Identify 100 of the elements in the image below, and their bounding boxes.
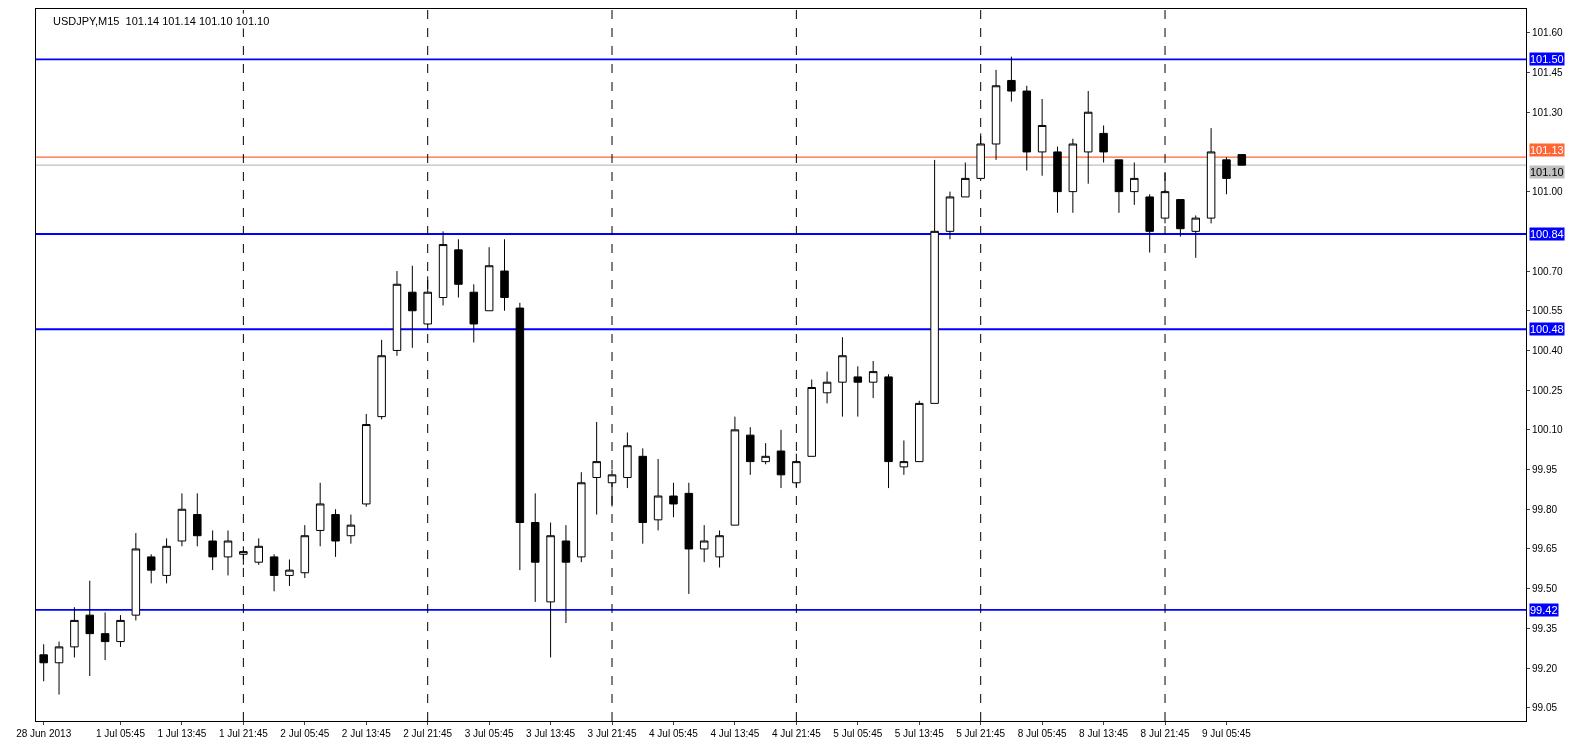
candlestick [577,471,586,563]
candlestick [653,458,663,531]
x-tick-label: 5 Jul 13:45 [894,728,945,739]
candlestick [285,559,294,587]
candlestick [914,400,924,463]
candlestick [961,162,970,198]
ref-line-label: 100.84 [1530,228,1564,240]
candlestick [392,270,402,357]
candlestick [1191,214,1201,259]
candlestick [39,643,48,682]
candlestick [1007,56,1016,103]
x-tick-label: 4 Jul 21:45 [771,728,822,739]
x-tick-label: 5 Jul 21:45 [956,728,1006,739]
candlestick [868,360,878,399]
x-tick-label: 3 Jul 13:45 [526,728,576,739]
x-tick-label: 9 Jul 05:45 [1201,728,1252,739]
candlestick [838,336,847,418]
candlestick [1222,156,1231,195]
candlestick [70,606,79,658]
candlestick [500,238,509,312]
candlestick [1037,98,1047,177]
y-tick-label: 100.40 [1532,344,1564,356]
candlestick [423,275,432,330]
y-tick-label: 100.70 [1532,265,1564,277]
candlestick [361,413,371,508]
candlestick [945,191,955,240]
candlestick [438,230,448,306]
candlestick [54,641,64,696]
candlestick [807,379,816,457]
candlestick [331,508,340,558]
candlestick [100,611,110,661]
candlestick [623,431,632,489]
y-tick-label: 99.65 [1532,543,1558,555]
text: USDJPY,M15 101.14 101.14 101.10 101.10 [53,15,270,27]
candlestick [300,524,310,579]
candlestick [315,482,325,547]
candlestick [162,537,171,584]
candlestick [1053,146,1062,214]
candlestick [515,302,525,571]
candlestick [776,429,786,489]
candlestick [761,442,770,465]
candlestick [146,553,156,584]
y-tick-label: 99.95 [1532,464,1558,476]
candlestick [1083,90,1093,185]
x-tick-label: 5 Jul 05:45 [833,728,883,739]
y-tick-label: 99.35 [1532,622,1558,634]
candlestick [884,373,893,489]
candlestick [592,421,601,516]
candlestick [684,482,694,595]
y-tick-label: 101.60 [1532,27,1564,39]
candlestick [254,537,263,566]
candlestick [408,265,417,349]
x-tick-label: 4 Jul 05:45 [649,728,699,739]
ref-line-label: 100.48 [1530,323,1564,335]
x-tick-label: 2 Jul 21:45 [403,728,453,739]
y-tick-label: 100.55 [1532,305,1564,317]
candlestick [792,453,801,489]
y-tick-label: 101.00 [1532,186,1564,198]
candlestick [116,614,125,648]
x-tick-label: 8 Jul 05:45 [1017,728,1068,739]
candlestick [638,447,648,545]
candlestick [377,339,386,420]
candlestick [822,371,832,404]
candlestick [930,159,939,404]
x-tick-label: 3 Jul 21:45 [587,728,637,739]
candlestick [1237,154,1247,166]
candlestick [177,492,187,547]
candlestick [730,416,740,526]
x-tick-label: 1 Jul 05:45 [96,728,146,739]
x-tick-label: 2 Jul 13:45 [341,728,392,739]
ref-line-label: 101.13 [1530,144,1564,156]
candlestick [1022,85,1032,171]
candlestick [1099,124,1108,164]
y-tick-label: 99.20 [1532,662,1558,674]
x-tick-label: 8 Jul 13:45 [1079,728,1129,739]
y-tick-label: 101.30 [1532,106,1564,118]
candlestick [454,238,463,299]
candlestick [699,524,709,563]
candlestick [85,580,95,677]
x-tick-label: 1 Jul 21:45 [218,728,269,739]
candlestick [853,365,863,418]
candlestick [193,492,202,547]
x-tick-label: 2 Jul 05:45 [280,728,330,739]
candlestick [669,482,678,518]
candlestick [1145,193,1154,254]
candlestick [530,492,540,603]
y-tick-label: 99.05 [1532,702,1558,714]
y-tick-label: 101.45 [1532,67,1564,79]
candlestick [131,532,141,621]
candlestick [546,521,555,658]
candlestick [346,514,356,545]
x-tick-label: 28 Jun 2013 [16,728,72,739]
ref-line-label: 101.10 [1530,166,1564,178]
y-tick-label: 100.25 [1532,384,1564,396]
candlestick [269,553,279,592]
candlestick [469,283,479,343]
y-tick-label: 100.10 [1532,424,1564,436]
candlestick [223,529,233,576]
candlestick [208,529,217,571]
candlestick [746,426,755,476]
